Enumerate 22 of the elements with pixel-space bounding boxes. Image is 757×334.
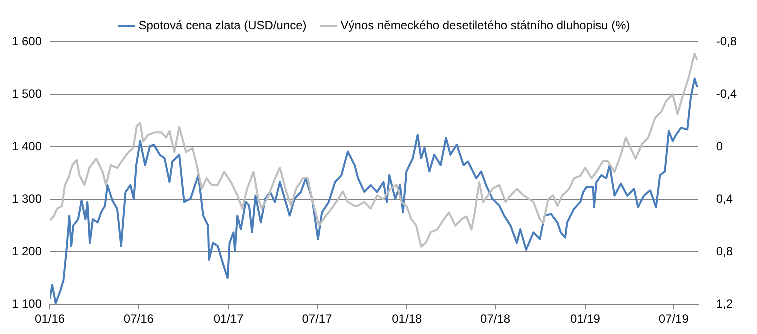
y-tick-label: 1 300 [12,192,42,206]
x-tick-label: 07/17 [302,312,333,326]
y2-tick-label: 0 [716,139,724,154]
x-tick-label: 01/19 [570,312,601,326]
y2-tick-label: -0,4 [716,86,738,101]
y2-tick-label: 0,8 [716,244,734,258]
x-tick-label: 01/18 [392,312,422,326]
x-tick-label: 07/16 [124,312,154,326]
x-tick-label: 01/16 [35,312,66,326]
y-tick-label: 1 600 [12,34,42,48]
y-tick-label: 1 100 [12,296,42,311]
y-tick-label: 1 400 [12,139,42,154]
y2-tick-label: -0,8 [716,34,738,48]
x-tick-label: 07/19 [658,312,690,326]
y2-tick-label: 0,4 [716,192,734,206]
y-tick-label: 1 500 [12,86,42,101]
y-tick-label: 1 200 [12,244,42,258]
x-tick-label: 07/18 [480,312,511,326]
y2-tick-label: 1,2 [716,296,734,311]
x-tick-label: 01/17 [214,312,244,326]
legend-label: Výnos německého desetiletého státního dluhopisu (%) [340,18,630,32]
legend-label: Spotová cena zlata (USD/unce) [138,18,307,32]
